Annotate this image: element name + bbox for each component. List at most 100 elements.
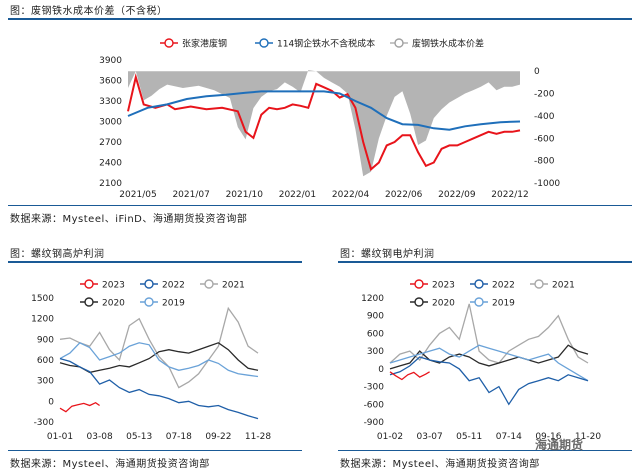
fig2-rule [8,261,302,263]
x-tick-label: 2022/06 [385,190,423,200]
eaf-y-tick-label: -900 [364,418,385,428]
bf-x-tick-label: 09-22 [205,432,231,442]
watermark: 海通期货 [535,438,584,452]
eaf-series-2020 [389,344,589,370]
fig3-title: 图：螺纹钢电炉利润 [340,249,435,260]
legend-spread-marker [394,38,404,48]
eaf-y-tick-label: 300 [367,347,384,357]
y-left-tick-label: 3900 [99,56,122,66]
bf-y-tick-label: 600 [37,356,54,366]
eaf-x-tick-label: 03-07 [417,432,443,442]
fig2-source: 数据来源：Mysteel、海通期货投资咨询部 [10,459,210,470]
fig3-chart: 2023 2022 2021 2020 2019 -900 -600 -300 0 300 600 9… [361,279,601,442]
legend-scrap-marker [164,38,174,48]
bf-series-2020 [59,342,259,374]
x-tick-label: 2021/05 [119,190,156,200]
fig3-rule [338,261,632,263]
eaf-legend-2021-marker [534,279,544,289]
bf-x-tick-label: 05-13 [126,432,152,442]
eaf-legend-label-2019: 2019 [492,299,515,309]
eaf-series-2022 [389,356,589,406]
legend-spread-label: 废钢铁水成本价差 [412,38,484,50]
eaf-legend-2020-marker [414,297,424,307]
y-left-tick-label: 2400 [99,159,122,169]
eaf-x-tick-label: 07-14 [496,432,522,442]
bf-series-2023 [59,401,100,413]
fig2-chart: 2023 2022 2021 2020 2019 -300 0 300 600 900 1200 15… [31,279,271,442]
eaf-legend-2022-marker [474,279,484,289]
eaf-y-tick-label: 1200 [361,294,384,304]
eaf-legend-label-2020: 2020 [432,299,455,309]
bf-legend-2019-marker [144,297,154,307]
fig3-bottom-rule [338,450,632,451]
y-left-tick-label: 3600 [99,77,122,87]
eaf-x-tick-label: 05-11 [456,432,482,442]
bf-legend-label-2022: 2022 [162,281,185,291]
eaf-legend-2023-marker [414,279,424,289]
eaf-legend-label-2022: 2022 [492,281,515,291]
fig3-source: 数据来源：Mysteel、海通期货投资咨询部 [340,459,540,470]
eaf-x-tick-label: 11-20 [575,432,601,442]
legend-hot-metal-marker [259,38,269,48]
bf-legend-label-2021: 2021 [222,281,245,291]
fig1-title: 图：废钢铁水成本价差（不含税） [10,6,168,17]
eaf-y-tick-label: 0 [378,365,384,375]
x-tick-label: 2022/09 [438,190,476,200]
x-tick-label: 2022/01 [279,190,316,200]
eaf-legend-label-2023: 2023 [432,281,455,291]
eaf-y-tick-label: 600 [367,329,384,339]
bf-legend-2023-marker [84,279,94,289]
series-spread-area [128,70,520,177]
eaf-legend-2019-marker [474,297,484,307]
fig2-title: 图：螺纹钢高炉利润 [10,249,105,260]
bf-x-tick-label: 03-08 [87,432,113,442]
bf-x-tick-label: 07-18 [166,432,192,442]
bf-x-tick-label: 11-28 [245,432,271,442]
y-right-tick-label: 0 [534,67,540,77]
series-hot-metal-line [127,90,521,131]
bf-series-2021 [59,306,259,389]
legend-scrap-label: 张家港废钢 [182,38,227,50]
eaf-legend-label-2021: 2021 [552,281,575,291]
eaf-x-tick-label: 01-02 [377,432,403,442]
bf-x-tick-label: 01-01 [47,432,73,442]
bf-legend-label-2023: 2023 [102,281,125,291]
fig1-bottom-rule [8,205,632,206]
bf-y-tick-label: 1500 [31,294,54,304]
y-left-tick-label: 2700 [99,138,122,148]
eaf-series-2023 [389,371,430,381]
bf-legend-label-2020: 2020 [102,299,125,309]
y-right-tick-label: -1000 [534,179,560,189]
eaf-series-2021 [389,303,589,364]
eaf-series-2019 [389,344,589,382]
x-tick-label: 2022/04 [332,190,370,200]
x-tick-label: 2021/07 [172,190,209,200]
bf-series-2022 [59,357,259,420]
bf-legend-label-2019: 2019 [162,299,185,309]
eaf-y-tick-label: -600 [364,400,385,410]
y-left-tick-label: 3000 [99,118,122,128]
eaf-y-tick-label: -300 [364,383,385,393]
fig1-rule [8,18,632,20]
legend-hot-metal-label: 114钢企铁水不含税成本 [277,38,375,50]
bf-y-tick-label: 0 [48,397,54,407]
bf-legend-2020-marker [84,297,94,307]
bf-y-tick-label: -300 [34,418,55,428]
bf-series-2019 [59,342,259,378]
x-tick-label: 2022/12 [491,190,528,200]
eaf-y-tick-label: 900 [367,312,384,322]
bf-y-tick-label: 300 [37,377,54,387]
bf-y-tick-label: 1200 [31,315,54,325]
bf-legend-2021-marker [204,279,214,289]
bf-legend-2022-marker [144,279,154,289]
y-right-tick-label: -600 [534,134,555,144]
y-right-tick-label: -200 [534,90,555,100]
fig1-source: 数据来源：Mysteel、iFinD、海通期货投资咨询部 [10,214,248,225]
fig2-bottom-rule [8,450,302,451]
x-tick-label: 2021/10 [226,190,264,200]
y-left-tick-label: 3300 [99,97,122,107]
eaf-x-tick-label: 09-16 [535,432,561,442]
bf-y-tick-label: 900 [37,335,54,345]
y-left-tick-label: 2100 [99,179,122,189]
fig1-chart: 张家港废钢 114钢企铁水不含税成本 废钢铁水成本价差 2100 2400 2700 300… [99,38,560,201]
